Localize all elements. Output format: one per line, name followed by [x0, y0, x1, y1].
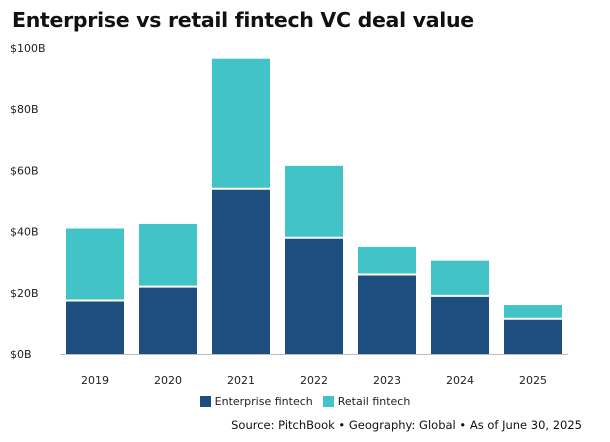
x-tick-label: 2023 [373, 374, 401, 387]
x-axis: 2019 2020 2021 2022 2023 2024 2025 [81, 374, 547, 387]
x-tick-label: 2025 [519, 374, 547, 387]
legend-label-enterprise: Enterprise fintech [214, 395, 313, 408]
bar-retail-2022 [285, 165, 343, 238]
bar-enterprise-2024 [431, 295, 489, 354]
legend-swatch-retail [322, 396, 334, 407]
chart-title: Enterprise vs retail fintech VC deal val… [12, 8, 474, 32]
bar-retail-2025 [504, 305, 562, 319]
legend: Enterprise fintech Retail fintech [0, 395, 610, 408]
bar-enterprise-2021 [212, 188, 270, 354]
legend-item-retail: Retail fintech [322, 395, 411, 408]
bar-enterprise-2020 [139, 286, 197, 354]
y-tick-label: $80B [10, 103, 39, 116]
bar-enterprise-2022 [285, 237, 343, 354]
x-tick-label: 2020 [154, 374, 182, 387]
bar-retail-2020 [139, 223, 197, 287]
y-tick-label: $40B [10, 226, 39, 239]
bar-enterprise-2019 [66, 300, 124, 354]
x-tick-label: 2019 [81, 374, 109, 387]
bar-retail-2024 [431, 260, 489, 296]
legend-swatch-enterprise [199, 396, 211, 407]
y-tick-label: $100B [10, 42, 46, 55]
x-tick-label: 2024 [446, 374, 474, 387]
y-tick-label: $0B [10, 348, 32, 361]
x-tick-label: 2021 [227, 374, 255, 387]
bar-retail-2023 [358, 246, 416, 275]
legend-label-retail: Retail fintech [337, 395, 411, 408]
legend-item-enterprise: Enterprise fintech [199, 395, 313, 408]
y-tick-label: $20B [10, 287, 39, 300]
bar-retail-2021 [212, 58, 270, 189]
y-axis: $0B $20B $40B $60B $80B $100B [10, 42, 46, 361]
bar-retail-2019 [66, 228, 124, 301]
bar-enterprise-2025 [504, 318, 562, 354]
y-tick-label: $60B [10, 164, 39, 177]
x-tick-label: 2022 [300, 374, 328, 387]
bar-enterprise-2023 [358, 274, 416, 354]
source-note: Source: PitchBook • Geography: Global • … [231, 418, 582, 432]
bars [66, 58, 562, 354]
